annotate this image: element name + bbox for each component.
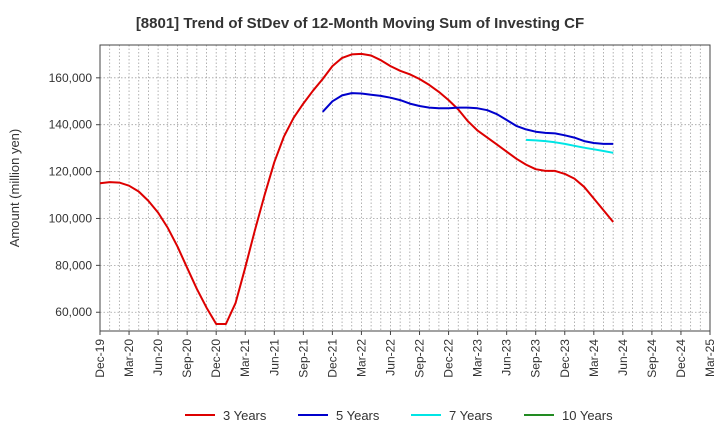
x-tick-label: Jun-24: [616, 339, 630, 376]
x-tick-label: Sep-22: [413, 339, 427, 378]
x-tick-label: Mar-25: [703, 339, 717, 377]
series-lines: [99, 52, 614, 325]
x-tick-label: Dec-21: [325, 339, 339, 378]
x-tick-label: Jun-20: [151, 339, 165, 376]
y-tick-label: 80,000: [55, 258, 92, 272]
x-tick-label: Dec-23: [558, 339, 572, 378]
x-tick-label: Jun-21: [267, 339, 281, 376]
chart-title: [8801] Trend of StDev of 12-Month Moving…: [136, 15, 584, 32]
plot-frame: [99, 44, 711, 332]
legend-item: 10 Years: [524, 408, 613, 423]
series-line-7-years: [525, 138, 614, 154]
legend-item: 3 Years: [185, 408, 267, 423]
y-tick-label: 160,000: [49, 71, 93, 85]
legend-item: 7 Years: [411, 408, 493, 423]
series-line-5-years: [321, 92, 614, 145]
y-axis: 60,000 80,000 100,000 120,000 140,000 160,000: [49, 71, 100, 319]
x-tick-label: Sep-21: [296, 339, 310, 378]
chart-grid: [100, 45, 710, 331]
x-tick-label: Jun-23: [500, 339, 514, 376]
x-tick-label: Dec-22: [442, 339, 456, 378]
x-tick-label: Sep-23: [529, 339, 543, 378]
x-tick-label: Sep-20: [180, 339, 194, 378]
x-tick-label: Dec-24: [674, 339, 688, 378]
x-tick-label: Sep-24: [645, 339, 659, 378]
y-axis-label: Amount (million yen): [7, 129, 22, 248]
y-tick-label: 120,000: [49, 165, 93, 179]
y-tick-label: 60,000: [55, 305, 92, 319]
legend: 3 Years 5 Years 7 Years 10 Years: [185, 408, 613, 423]
legend-label: 5 Years: [336, 408, 380, 423]
x-tick-label: Mar-23: [471, 339, 485, 377]
y-tick-label: 140,000: [49, 118, 93, 132]
x-tick-label: Dec-19: [93, 339, 107, 378]
legend-label: 3 Years: [223, 408, 267, 423]
x-tick-label: Mar-22: [354, 339, 368, 377]
x-tick-label: Mar-21: [238, 339, 252, 377]
x-axis: Dec-19 Mar-20 Jun-20 Sep-20 Dec-20 Mar-21 Jun-…: [93, 331, 717, 378]
series-line-3-years: [99, 52, 614, 325]
x-tick-label: Mar-24: [587, 339, 601, 377]
legend-label: 10 Years: [562, 408, 613, 423]
x-tick-label: Jun-22: [383, 339, 397, 376]
x-tick-label: Mar-20: [122, 339, 136, 377]
legend-label: 7 Years: [449, 408, 493, 423]
x-tick-label: Dec-20: [209, 339, 223, 378]
legend-item: 5 Years: [298, 408, 380, 423]
y-tick-label: 100,000: [49, 211, 93, 225]
